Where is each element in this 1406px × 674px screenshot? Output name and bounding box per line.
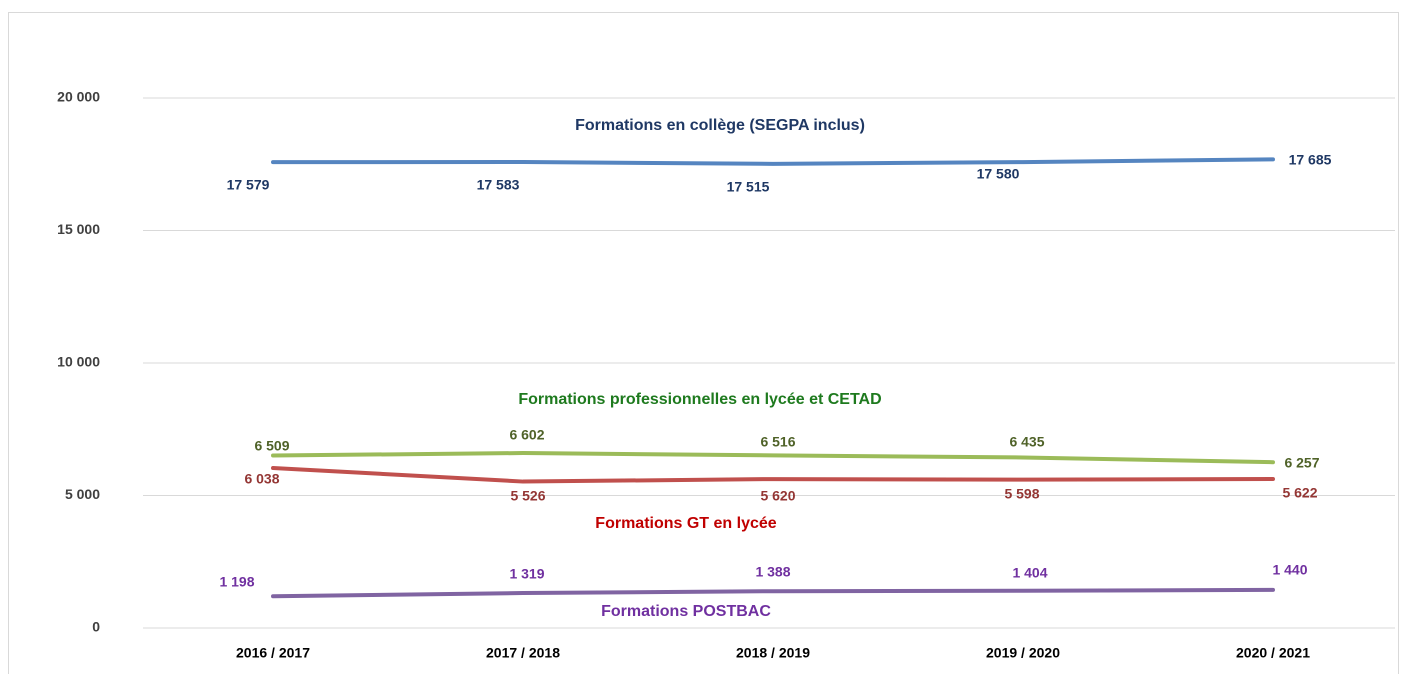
x-tick-label: 2018 / 2019 bbox=[736, 645, 810, 661]
data-label: 5 598 bbox=[1004, 486, 1039, 502]
data-label: 5 620 bbox=[760, 488, 795, 504]
data-label: 6 257 bbox=[1284, 455, 1319, 471]
y-tick-label: 10 000 bbox=[57, 354, 100, 370]
x-tick-label: 2017 / 2018 bbox=[486, 645, 560, 661]
y-tick-label: 20 000 bbox=[57, 89, 100, 105]
data-label: 1 388 bbox=[755, 564, 790, 580]
y-tick-label: 0 bbox=[92, 619, 100, 635]
y-tick-label: 5 000 bbox=[65, 486, 100, 502]
data-label: 6 516 bbox=[760, 434, 795, 450]
chart-frame bbox=[8, 12, 1399, 674]
data-label: 17 579 bbox=[227, 177, 270, 193]
series-name: Formations POSTBAC bbox=[601, 603, 771, 620]
data-label: 6 509 bbox=[254, 438, 289, 454]
data-label: 17 685 bbox=[1289, 152, 1332, 168]
series-line bbox=[271, 451, 1275, 465]
data-label: 6 435 bbox=[1009, 434, 1044, 450]
x-tick-label: 2016 / 2017 bbox=[236, 645, 310, 661]
data-label: 6 602 bbox=[509, 427, 544, 443]
data-label: 6 038 bbox=[244, 471, 279, 487]
series-name: Formations GT en lycée bbox=[595, 515, 776, 532]
data-label: 17 580 bbox=[977, 166, 1020, 182]
y-tick-label: 15 000 bbox=[57, 221, 100, 237]
series-line bbox=[271, 157, 1275, 166]
data-label: 1 319 bbox=[509, 566, 544, 582]
series-name: Formations professionnelles en lycée et … bbox=[518, 391, 881, 408]
series-line bbox=[271, 587, 1275, 599]
data-label: 17 515 bbox=[727, 179, 770, 195]
series-line bbox=[271, 465, 1275, 484]
data-label: 1 404 bbox=[1012, 565, 1047, 581]
data-label: 1 198 bbox=[219, 574, 254, 590]
x-tick-label: 2019 / 2020 bbox=[986, 645, 1060, 661]
series-name: Formations en collège (SEGPA inclus) bbox=[575, 117, 865, 134]
data-label: 5 526 bbox=[510, 488, 545, 504]
data-label: 1 440 bbox=[1272, 562, 1307, 578]
data-label: 17 583 bbox=[477, 177, 520, 193]
x-tick-label: 2020 / 2021 bbox=[1236, 645, 1310, 661]
data-label: 5 622 bbox=[1282, 485, 1317, 501]
